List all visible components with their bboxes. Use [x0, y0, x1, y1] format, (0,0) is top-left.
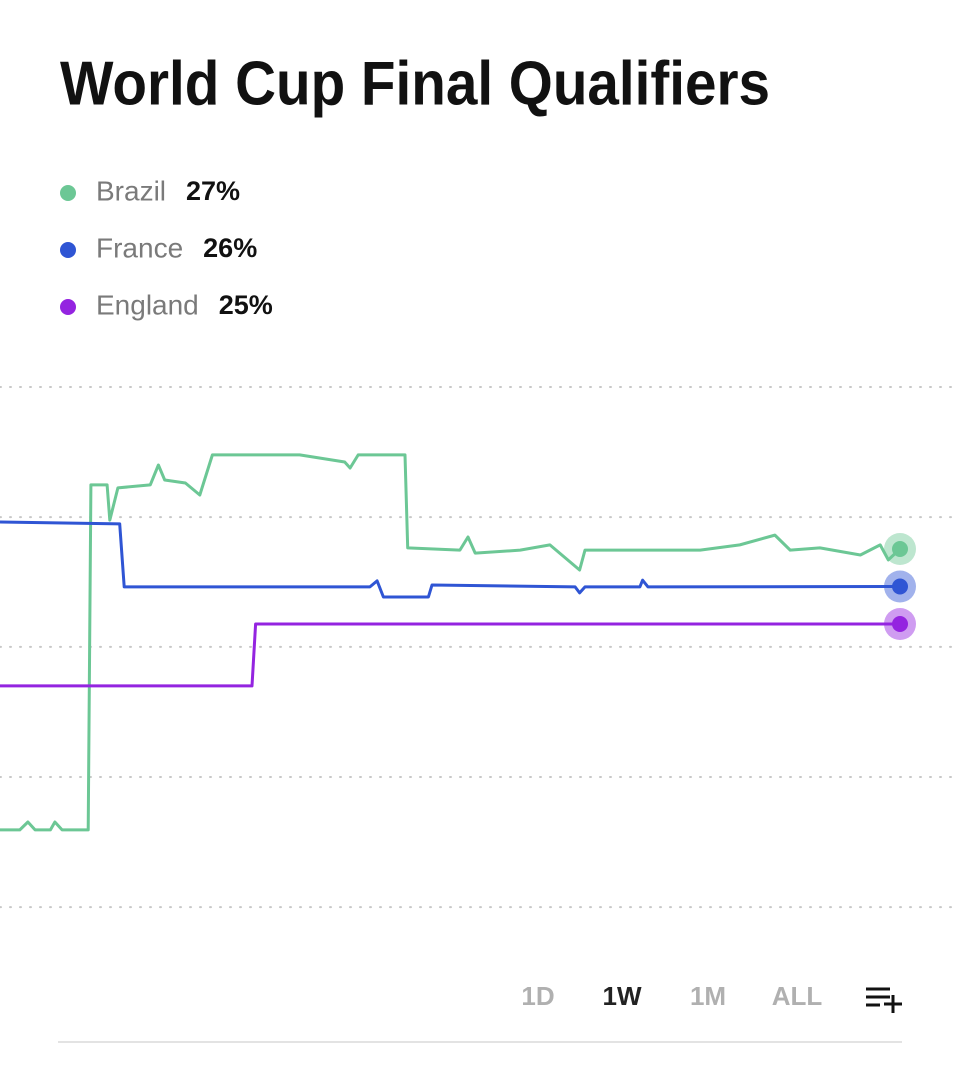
- legend-marker: [60, 185, 76, 201]
- legend-marker: [60, 242, 76, 258]
- legend-value: 26%: [203, 233, 257, 263]
- range-button[interactable]: 1M: [690, 981, 726, 1011]
- end-point: [892, 541, 908, 557]
- end-point: [892, 616, 908, 632]
- add-to-list-icon[interactable]: [866, 987, 902, 1013]
- end-point: [892, 578, 908, 595]
- series-line: [0, 453, 902, 832]
- range-button[interactable]: 1W: [603, 981, 642, 1011]
- range-button[interactable]: 1D: [521, 981, 554, 1011]
- range-button[interactable]: ALL: [772, 981, 823, 1011]
- legend-name: England: [96, 289, 199, 320]
- legend-name: Brazil: [96, 175, 166, 206]
- legend-marker: [60, 299, 76, 315]
- series-line: [0, 622, 900, 688]
- series-line: [0, 520, 901, 599]
- chart-title: World Cup Final Qualifiers: [60, 49, 770, 118]
- legend-name: France: [96, 232, 183, 263]
- legend-value: 25%: [219, 290, 273, 320]
- legend-value: 27%: [186, 176, 240, 206]
